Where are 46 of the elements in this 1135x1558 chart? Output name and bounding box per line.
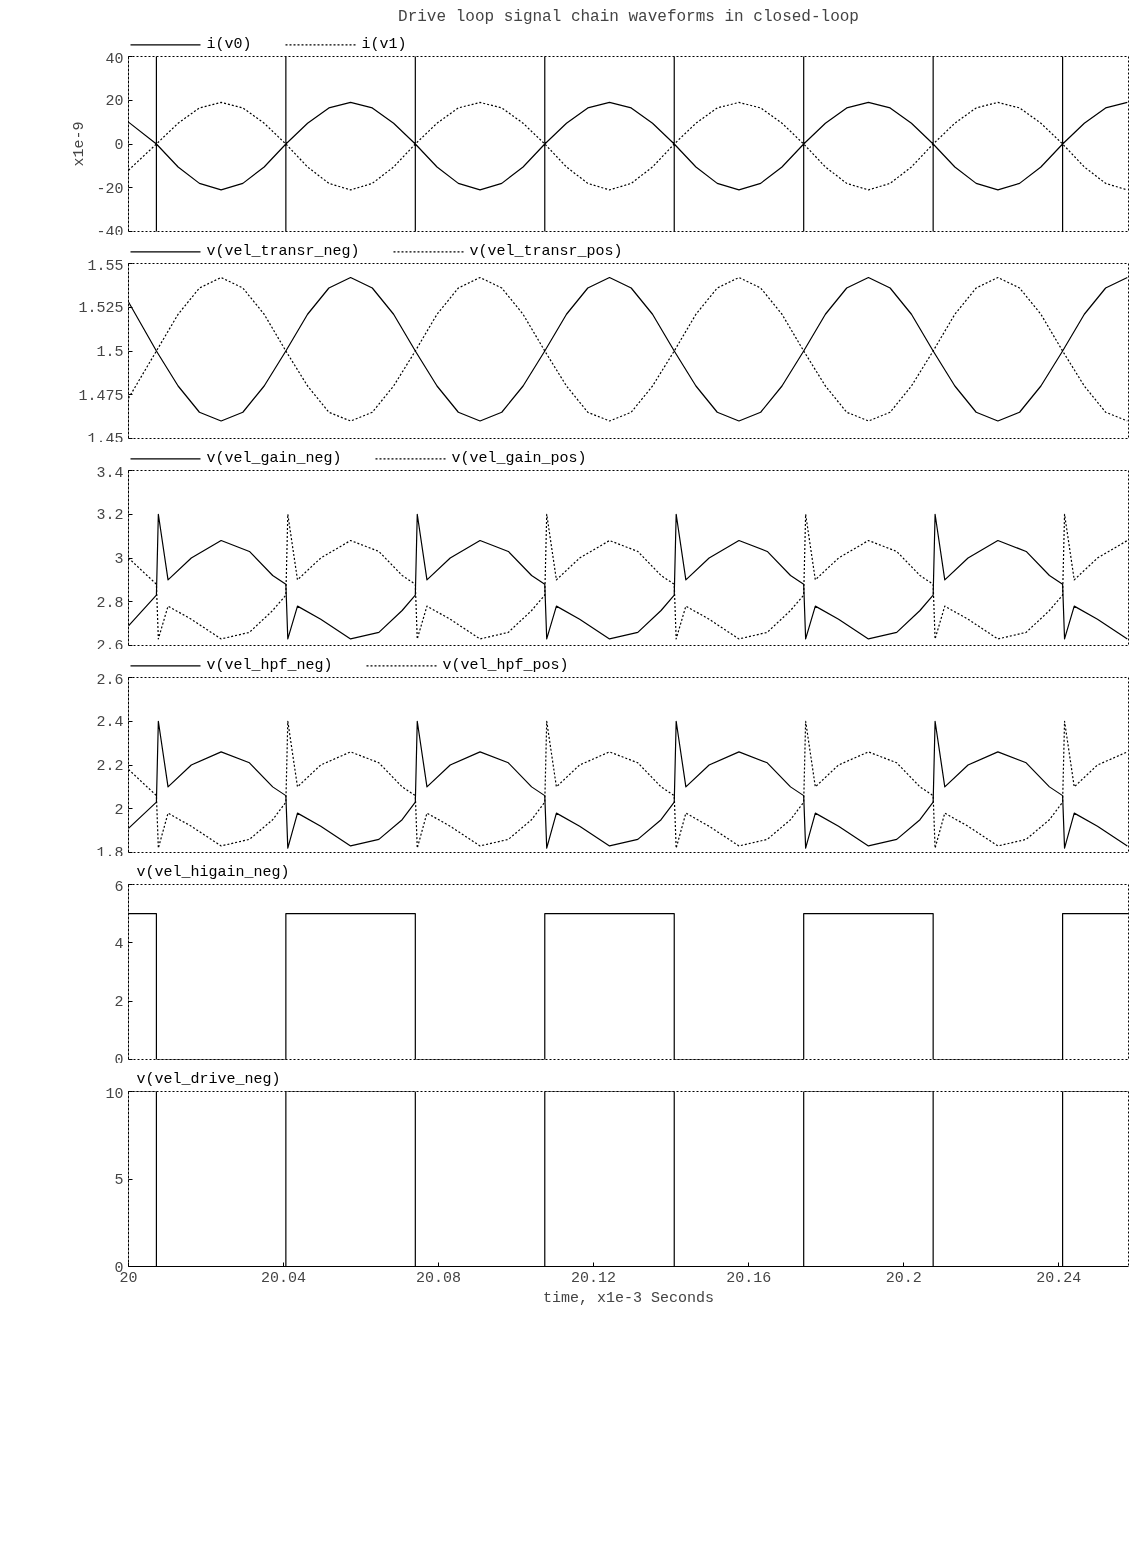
y-tick-label: 6 [114,878,124,896]
y-tick-label: 2 [114,994,124,1012]
y-tick-label: 5 [114,1172,124,1189]
chart-title: Drive loop signal chain waveforms in closed-loop [398,7,859,26]
y-axis-title: x1e-9 [71,121,89,167]
legend-label: v(vel_gain_pos) [451,450,587,468]
y-tick-label: 0 [114,137,124,154]
y-tick-label: 1.525 [78,300,124,318]
y-tick-label: 1.45 [87,430,124,448]
y-tick-label: 2 [114,801,124,819]
y-tick-label: 1.55 [87,257,124,275]
legend-label: v(vel_hpf_pos) [442,657,569,675]
legend-label: v(vel_transr_neg) [206,243,360,261]
x-tick-label: 20.2 [885,1269,922,1287]
y-tick-label: 2.4 [96,714,124,732]
y-tick-label: 2.2 [96,758,124,775]
y-tick-label: 1.5 [96,344,124,361]
y-tick-label: 1.475 [78,387,124,405]
legend-label: i(v1) [361,36,407,54]
legend-label: v(vel_gain_neg) [206,450,342,468]
series-label: v(vel_drive_neg) [136,1071,281,1089]
y-tick-label: 0 [114,1051,124,1069]
line-series [128,56,1128,232]
y-tick-label: 2.6 [96,637,124,655]
x-axis-title: time, x1e-3 Seconds [542,1289,715,1307]
legend-label: v(vel_hpf_neg) [206,657,333,675]
x-tick-label: 20.12 [571,1269,617,1287]
y-tick-label: -40 [96,223,124,241]
y-tick-label: 10 [105,1085,124,1103]
y-tick-label: 2.6 [96,671,124,689]
y-tick-label: 3 [114,551,124,568]
y-tick-label: 20 [105,93,124,111]
y-tick-label: -20 [96,180,124,198]
y-tick-label: 40 [105,50,124,68]
legend-label: v(vel_transr_pos) [469,243,623,261]
text: v(vel_higain_neg) [136,864,290,882]
y-tick-label: 2.8 [96,594,124,612]
x-tick-label: 20.24 [1036,1269,1082,1287]
x-tick-label: 20.16 [726,1269,772,1287]
x-tick-label: 20.08 [416,1269,462,1287]
legend-label: i(v0) [206,36,252,54]
y-tick-label: 1.8 [96,844,124,862]
y-tick-label: 4 [114,935,124,953]
y-tick-label: 3.4 [96,464,124,482]
x-tick-label: 20.04 [261,1269,307,1287]
y-tick-label: 3.2 [96,507,124,525]
